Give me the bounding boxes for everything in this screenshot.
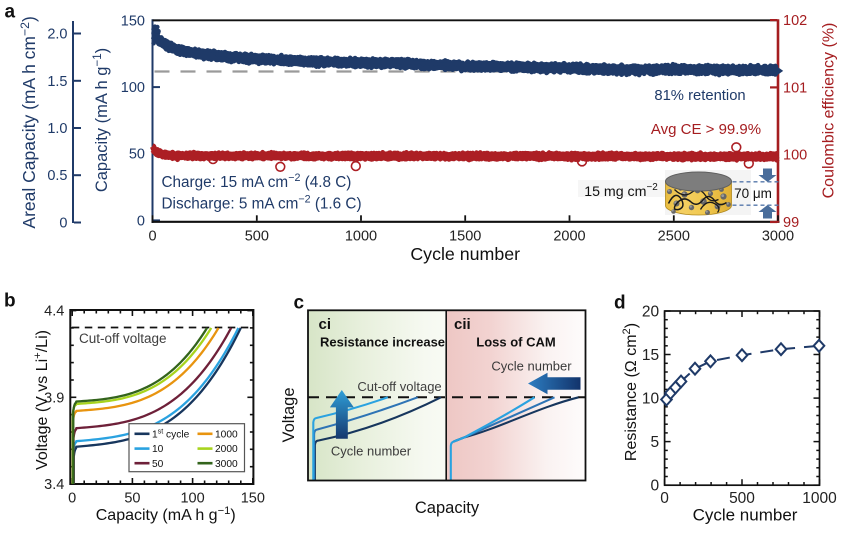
svg-text:500: 500 [729, 490, 755, 507]
svg-text:3000: 3000 [215, 459, 238, 470]
svg-text:50: 50 [129, 147, 145, 163]
svg-text:0: 0 [59, 216, 67, 232]
svg-text:b: b [4, 291, 16, 312]
svg-text:ci: ci [319, 316, 332, 333]
svg-text:Coulombic efficiency (%): Coulombic efficiency (%) [820, 23, 837, 199]
svg-text:Cut-off voltage: Cut-off voltage [357, 379, 441, 394]
svg-text:d: d [614, 292, 626, 313]
svg-text:Voltage (V vs Li+​/Li): Voltage (V vs Li+​/Li) [32, 330, 51, 470]
svg-text:1.5: 1.5 [47, 74, 67, 90]
svg-text:2.0: 2.0 [47, 27, 67, 43]
svg-text:10: 10 [642, 391, 660, 408]
svg-text:150: 150 [121, 13, 145, 29]
svg-text:Capacity (mA h g−1​): Capacity (mA h g−1​) [92, 48, 111, 192]
svg-text:81% retention: 81% retention [654, 88, 745, 104]
svg-text:99: 99 [783, 215, 799, 231]
svg-text:4.4: 4.4 [44, 304, 64, 320]
svg-text:a: a [5, 2, 16, 23]
svg-text:150: 150 [241, 491, 265, 507]
svg-text:1500: 1500 [449, 229, 481, 245]
svg-text:Cut-off voltage: Cut-off voltage [79, 331, 167, 346]
svg-text:102: 102 [783, 13, 807, 29]
svg-text:0: 0 [148, 229, 156, 245]
svg-text:0: 0 [660, 490, 669, 507]
svg-text:Resistance (Ω cm2​): Resistance (Ω cm2​) [621, 323, 640, 461]
svg-text:0.5: 0.5 [47, 168, 67, 184]
svg-text:2000: 2000 [553, 229, 585, 245]
svg-text:Charge: 15 mA cm−2​ (4.8 C): Charge: 15 mA cm−2​ (4.8 C) [162, 172, 352, 191]
svg-text:3.9: 3.9 [44, 390, 64, 406]
svg-text:Capacity: Capacity [415, 499, 480, 517]
svg-text:2000: 2000 [215, 444, 238, 455]
svg-text:101: 101 [783, 80, 807, 96]
svg-text:20: 20 [642, 304, 660, 321]
svg-text:Cycle number: Cycle number [331, 444, 412, 459]
svg-text:50: 50 [124, 491, 140, 507]
svg-text:1000: 1000 [215, 429, 238, 440]
svg-text:1000: 1000 [802, 490, 837, 507]
svg-text:0: 0 [137, 213, 145, 229]
svg-text:Areal Capacity (mA h cm−2​): Areal Capacity (mA h cm−2​) [18, 16, 39, 228]
svg-text:Resistance increase: Resistance increase [320, 334, 445, 349]
svg-text:50: 50 [152, 459, 164, 470]
svg-text:Capacity (mA h g−1​): Capacity (mA h g−1​) [96, 505, 236, 524]
svg-text:1st​ cycle: 1st​ cycle [152, 427, 190, 440]
svg-text:cii: cii [454, 316, 471, 333]
svg-text:5: 5 [650, 434, 659, 451]
svg-text:100: 100 [121, 80, 145, 96]
svg-text:c: c [294, 293, 305, 314]
svg-text:Avg CE > 99.9%: Avg CE > 99.9% [651, 121, 761, 138]
svg-text:70 μm: 70 μm [734, 186, 772, 201]
svg-text:0: 0 [650, 478, 659, 495]
svg-text:Discharge: 5 mA cm−2​ (1.6 C): Discharge: 5 mA cm−2​ (1.6 C) [162, 194, 362, 213]
svg-text:Loss of CAM: Loss of CAM [476, 334, 555, 349]
svg-text:10: 10 [152, 444, 164, 455]
svg-text:3000: 3000 [762, 229, 794, 245]
svg-text:500: 500 [245, 229, 269, 245]
svg-text:3.4: 3.4 [44, 477, 64, 493]
svg-text:2500: 2500 [658, 229, 690, 245]
svg-text:Cycle number: Cycle number [693, 506, 798, 525]
svg-text:100: 100 [783, 148, 807, 164]
svg-text:100: 100 [180, 491, 204, 507]
svg-text:Cycle number: Cycle number [491, 359, 572, 374]
svg-text:1.0: 1.0 [47, 121, 67, 137]
svg-text:Voltage: Voltage [280, 387, 298, 442]
svg-text:0: 0 [68, 491, 76, 507]
svg-text:Cycle number: Cycle number [410, 244, 520, 264]
svg-text:1000: 1000 [345, 229, 377, 245]
svg-text:15 mg cm−2​: 15 mg cm−2​ [584, 182, 658, 200]
svg-text:15: 15 [642, 347, 659, 364]
